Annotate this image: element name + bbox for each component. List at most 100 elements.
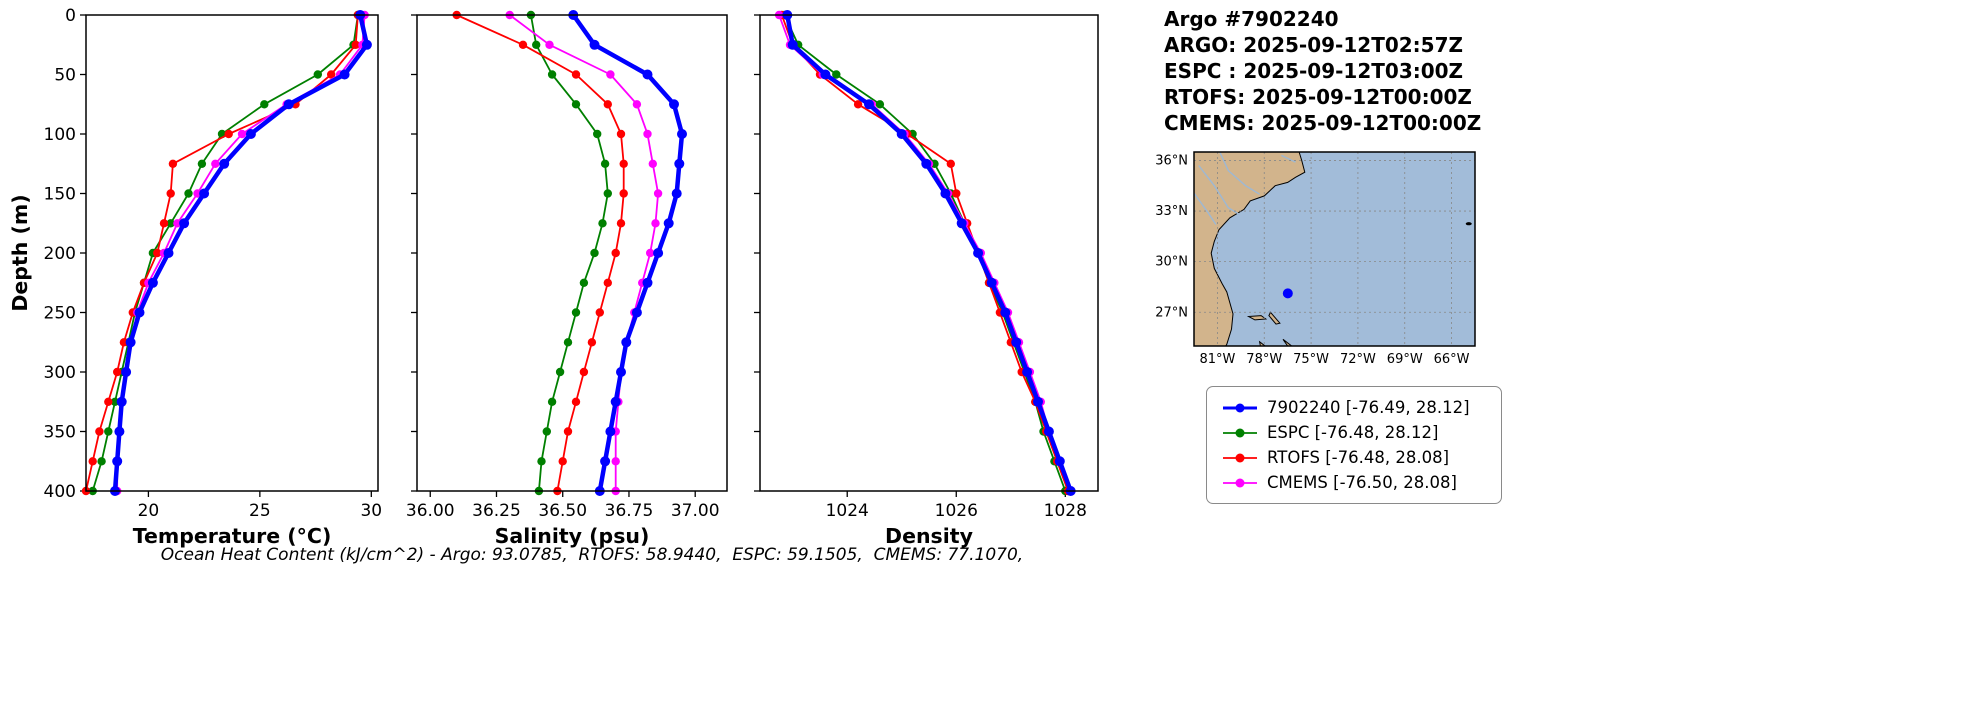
series-marker-RTOFS [571,397,581,406]
series-marker-7902240 [621,337,632,348]
series-marker-CMEMS [643,129,652,139]
series-marker-RTOFS [113,367,122,377]
y-tick-label: 100 [44,125,76,145]
series-marker-7902240 [1033,396,1043,407]
series-marker-RTOFS [168,159,178,168]
series-marker-7902240 [1000,307,1011,318]
map-island [1246,315,1268,321]
legend-swatch [1223,428,1257,437]
info-line: RTOFS: 2025-09-12T00:00Z [1164,85,1472,109]
series-marker-CMEMS [632,100,642,109]
series-marker-RTOFS [119,338,129,347]
legend-item: ESPC [-76.48, 28.12] [1221,420,1487,445]
x-tick-label: 30 [360,501,382,521]
series-marker-7902240 [616,367,626,377]
series-marker-7902240 [112,456,123,467]
x-tick-label: 37.00 [671,501,720,521]
series-marker-RTOFS [619,189,628,198]
series-marker-ESPC [166,219,175,228]
series-marker-ESPC [184,189,193,198]
map-island [1465,222,1472,226]
series-marker-RTOFS [853,100,863,109]
series-marker-RTOFS [95,427,104,436]
map-lon-label: 72°W [1340,352,1376,367]
map-island [1268,311,1281,325]
series-marker-7902240 [134,307,145,318]
series-marker-RTOFS [166,189,175,198]
x-tick-label: 36.25 [472,501,521,521]
series-marker-RTOFS [571,70,581,79]
y-tick-label: 250 [44,304,76,324]
series-marker-7902240 [956,218,967,229]
series-marker-CMEMS [173,219,182,228]
series-marker-7902240 [642,69,653,80]
map-river [1219,152,1260,195]
series-marker-7902240 [787,39,798,50]
series-marker-CMEMS [545,40,554,49]
y-tick-label: 0 [65,6,76,26]
x-tick-label: 20 [138,501,160,521]
map-lon-label: 66°W [1434,352,1470,367]
series-marker-7902240 [669,99,679,110]
map-lon-label: 78°W [1246,352,1282,367]
location-map: 36°N 33°N 30°N 27°N 81°W 78°W 75°W 72°W 69°W 66°W [1146,144,1496,384]
series-marker-RTOFS [153,248,162,258]
series-marker-CMEMS [237,129,247,139]
series-marker-7902240 [973,248,984,258]
legend-item: RTOFS [-76.48, 28.08] [1221,445,1487,470]
location-map-svg: 36°N 33°N 30°N 27°N 81°W 78°W 75°W 72°W 69°W 66°W [1155,151,1476,367]
series-marker-RTOFS [88,457,97,466]
legend-item-label: CMEMS [-76.50, 28.08] [1267,473,1457,492]
map-river [1198,165,1240,215]
series-marker-RTOFS [104,397,113,406]
x-tick-label: 36.75 [605,501,654,521]
series-marker-7902240 [589,39,600,50]
map-lat-label: 36°N [1155,153,1188,168]
x-axis-label: Density [885,524,973,548]
info-line: Argo #7902240 [1164,7,1339,31]
series-marker-RTOFS [619,159,628,168]
legend-item: 7902240 [-76.49, 28.12] [1221,395,1487,420]
series-marker-ESPC [97,457,106,466]
map-island [1282,338,1293,346]
profile-panels-svg: 0 50 100 150 200 250 300 350 400 20 25 30 Temperatur… [8,6,1099,548]
series-7902240 [568,10,687,496]
panel-salinity-psu-: 36.00 36.25 36.50 36.75 37.00 Salinity (psu) [406,10,728,548]
series-marker-RTOFS [159,219,169,228]
float-position-marker [1282,288,1293,299]
series-marker-7902240 [163,248,174,258]
x-tick-label: 36.50 [538,501,587,521]
float-info-block: Argo #7902240 ARGO: 2025-09-12T02:57Z ESPC… [1164,6,1481,136]
y-tick-label: 150 [44,185,76,205]
series-marker-7902240 [677,129,687,139]
series-marker-7902240 [125,337,136,348]
series-marker-7902240 [121,367,132,377]
y-axis-label: Depth (m) [8,194,32,311]
map-river [1194,191,1217,225]
series-marker-7902240 [896,129,907,139]
series-marker-ESPC [598,219,607,228]
series-marker-CMEMS [606,70,615,79]
series-marker-RTOFS [563,427,573,436]
series-marker-7902240 [605,426,616,437]
legend-swatch [1223,403,1257,412]
y-tick-label: 300 [44,363,76,383]
series-marker-7902240 [642,277,653,288]
series-marker-ESPC [110,397,120,406]
series-marker-ESPC [547,397,557,406]
series-CMEMS [505,10,663,496]
series-marker-RTOFS [616,129,626,139]
series-marker-CMEMS [611,457,620,466]
series-marker-ESPC [593,129,602,139]
series-RTOFS [81,10,363,496]
info-line: ARGO: 2025-09-12T02:57Z [1164,33,1463,57]
series-marker-RTOFS [952,189,961,198]
map-lon-label: 81°W [1199,352,1235,367]
series-marker-ESPC [875,100,885,109]
series-marker-7902240 [820,69,831,80]
series-marker-RTOFS [611,248,620,258]
series-marker-7902240 [671,188,682,199]
y-tick-label: 400 [44,482,76,502]
series-marker-CMEMS [648,159,657,168]
series-marker-7902240 [1011,337,1022,348]
